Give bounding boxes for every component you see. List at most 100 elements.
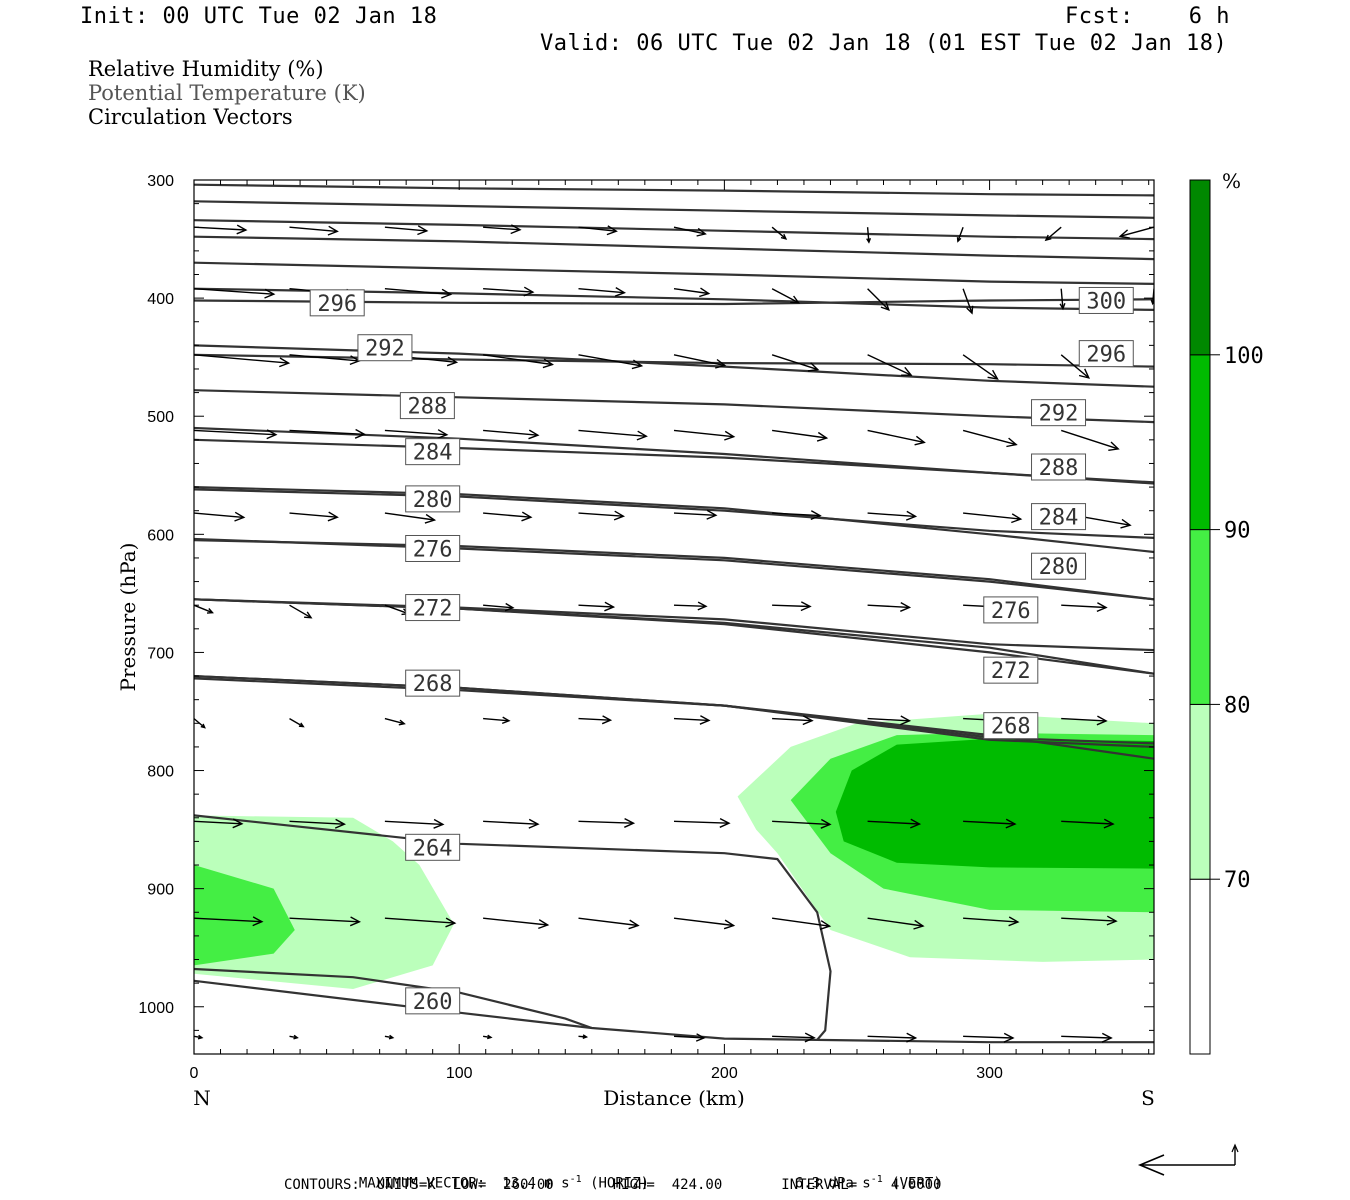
vector-shaft [194, 354, 289, 364]
theta-contour-1 [194, 200, 1154, 219]
vector-shaft [289, 354, 360, 362]
vector-4-2 [384, 512, 437, 524]
vector-head [816, 431, 829, 442]
vector-head [810, 510, 822, 521]
vector-0-1 [289, 225, 339, 236]
vector-head [334, 818, 347, 829]
vector-shaft [673, 604, 707, 607]
vector-shaft [1153, 354, 1154, 356]
vector-1-3 [483, 286, 535, 297]
x-tick-label-100: 100 [446, 1065, 473, 1082]
vector-head [486, 1034, 493, 1040]
max-vector-horiz: 13.4 m s [502, 1175, 570, 1192]
vector-2-3 [483, 354, 554, 369]
vector-shaft [289, 512, 338, 518]
vector-5-9 [1061, 602, 1108, 613]
vector-shaft [483, 717, 510, 722]
vector-4-7 [867, 510, 918, 521]
plot-frame [193, 179, 1155, 1055]
vector-4-4 [578, 510, 626, 521]
vector-shaft [194, 288, 274, 295]
vector-shaft [1060, 354, 1090, 379]
vector-9-0 [194, 1034, 204, 1040]
vector-head [236, 224, 248, 235]
contour-label-21: 268 [991, 715, 1031, 740]
colorbar-segment-4 [1189, 179, 1211, 356]
vector-head [279, 357, 291, 368]
vector-1-6 [771, 288, 801, 304]
contour-label-box-13 [405, 485, 461, 513]
theta-contour-18 [194, 598, 1154, 675]
vector-head [441, 288, 453, 299]
vector-head [628, 919, 640, 930]
vector-shaft [578, 512, 624, 517]
colorbar-label-70: 70 [1224, 868, 1251, 893]
vector-shaft [289, 717, 304, 728]
vector-shaft [1061, 1035, 1112, 1039]
colorbar-segment-3 [1189, 354, 1211, 531]
vector-2-7 [867, 354, 913, 376]
theta-contour-15 [194, 537, 1154, 601]
vector-head [1120, 518, 1132, 529]
vector-7-8 [963, 818, 1017, 829]
vector-shaft [673, 512, 716, 516]
reference-vector [1137, 1143, 1239, 1176]
theta-contour-0 [194, 183, 1154, 197]
vector-0-9 [1044, 226, 1062, 242]
vector-head [804, 1032, 816, 1043]
vector-head [906, 1032, 918, 1043]
vector-head [433, 818, 445, 829]
vector-head [1005, 818, 1017, 829]
vector-1-7 [867, 288, 890, 312]
vector-head [604, 601, 616, 612]
vector-shaft [771, 354, 819, 371]
vector-head [913, 919, 925, 930]
vector-head [697, 601, 708, 611]
vector-5-1 [289, 604, 313, 619]
vector-head [910, 818, 922, 829]
theta-contour-9 [194, 389, 1154, 424]
vector-6-1 [289, 717, 305, 728]
vector-1-4 [578, 286, 627, 297]
vector-1-0 [194, 288, 276, 299]
vector-shaft [578, 820, 634, 824]
vector-head [446, 356, 459, 367]
vector-shaft [962, 354, 998, 380]
vector-head [1103, 818, 1115, 829]
vector-shaft [384, 820, 443, 826]
vector-3-1 [289, 428, 367, 439]
vector-head [264, 288, 276, 299]
vector-head [601, 715, 613, 725]
vector-shaft [194, 512, 244, 519]
contour-label-box-14 [1031, 503, 1087, 531]
vector-shaft [867, 354, 912, 376]
vector-head [987, 369, 999, 380]
vector-shaft [772, 1035, 815, 1039]
vector-shaft [867, 288, 890, 311]
contour-label-layer: 296 300 292 296 288 292 284 288 280 284 276 280 272 2… [309, 286, 1134, 1015]
theta-contour-24 [194, 979, 1154, 1044]
y-tick-label-400: 400 [147, 291, 174, 308]
vector-head [624, 817, 636, 828]
y-tick-label-300: 300 [147, 173, 174, 190]
vector-shaft [483, 512, 531, 518]
vector-shaft [289, 429, 365, 435]
vector-0-3 [483, 224, 522, 235]
contour-label-box-15 [405, 534, 461, 562]
forecast-hour: Fcst: 6 h [1065, 4, 1230, 29]
colorbar-segment-0 [1189, 878, 1211, 1055]
vector-9-4 [578, 1034, 589, 1040]
vector-6-3 [483, 716, 511, 725]
contour-label-box-12 [1031, 453, 1087, 481]
vector-shaft [194, 718, 206, 729]
theta-contour-4 [194, 261, 1154, 285]
vector-shaft [578, 717, 611, 721]
vector-shaft [194, 429, 276, 436]
contour-label-12: 288 [1039, 456, 1079, 481]
contour-label-16: 280 [1039, 555, 1079, 580]
vector-shaft [194, 604, 213, 614]
vector-shaft [771, 288, 799, 304]
contour-label-10: 292 [1039, 402, 1079, 427]
vector-shaft [1060, 429, 1119, 450]
vector-head [900, 715, 912, 726]
